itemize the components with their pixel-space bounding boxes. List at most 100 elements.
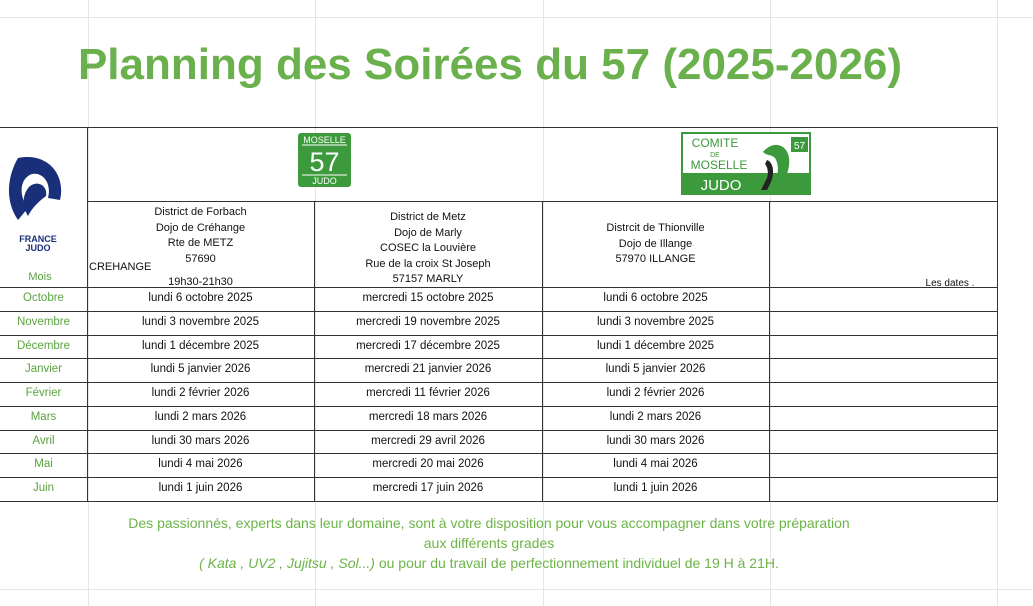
footer-line: Des passionnés, experts dans leur domain… xyxy=(128,515,850,531)
date-cell: mercredi 17 juin 2026 xyxy=(372,482,484,495)
date-cell: lundi 6 octobre 2025 xyxy=(148,292,253,304)
month-cell: Novembre xyxy=(16,315,71,328)
footer-line: ( Kata , UV2 , Jujitsu , Sol...) ou pour… xyxy=(0,555,978,571)
date-cell: mercredi 20 mai 2026 xyxy=(372,458,484,471)
table-border xyxy=(0,430,998,431)
logo-text: FRANCE xyxy=(19,234,57,244)
table-border xyxy=(87,127,88,501)
date-cell: mercredi 17 décembre 2025 xyxy=(356,339,500,352)
table-border xyxy=(0,311,998,312)
date-cell: lundi 30 mars 2026 xyxy=(606,434,705,447)
month-cell: Mars xyxy=(30,410,57,423)
table-border xyxy=(314,201,315,501)
table-border xyxy=(0,127,998,128)
table-border xyxy=(0,382,998,383)
sheet-grid xyxy=(0,17,1033,18)
sheet-grid xyxy=(770,0,771,606)
date-cell: lundi 6 octobre 2025 xyxy=(603,292,708,304)
logo-badge xyxy=(791,137,808,152)
logo-text: 57 xyxy=(309,147,339,177)
date-cell: lundi 1 juin 2026 xyxy=(158,482,243,495)
venue-line: COSEC la Louvière xyxy=(380,242,476,254)
date-cell: lundi 2 février 2026 xyxy=(606,387,705,400)
date-cell: mercredi 21 janvier 2026 xyxy=(364,363,492,376)
logo-bg xyxy=(298,133,351,187)
venue-line: Distrcit de Thionville xyxy=(606,222,705,234)
logo-text: JUDO xyxy=(25,243,50,253)
month-cell: Janvier xyxy=(24,363,63,376)
dates-header: Les dates . xyxy=(925,278,975,289)
venue-line: Dojo de Illange xyxy=(618,237,693,250)
venue-line: 57157 MARLY xyxy=(392,273,464,285)
month-cell: Décembre xyxy=(16,339,71,352)
venue-line: 57690 xyxy=(185,252,216,265)
date-cell: lundi 30 mars 2026 xyxy=(151,434,250,447)
logo-text: COMITE xyxy=(692,136,739,150)
table-border xyxy=(0,335,998,336)
venue-line: Rue de la croix St Joseph xyxy=(365,257,491,270)
month-header: Mois xyxy=(28,271,52,283)
date-cell: mercredi 29 avril 2026 xyxy=(371,434,485,447)
date-cell: mercredi 11 février 2026 xyxy=(366,387,490,400)
logo-figure xyxy=(761,160,774,190)
logo-shape xyxy=(8,157,62,220)
logo-text: JUDO xyxy=(312,176,337,186)
venue-line: Rte de METZ xyxy=(167,237,234,249)
month-cell: Avril xyxy=(32,434,55,447)
date-cell: mercredi 18 mars 2026 xyxy=(368,410,488,423)
date-cell: lundi 1 juin 2026 xyxy=(613,482,698,495)
venue-line: District de Metz xyxy=(390,211,466,223)
venue-line: Dojo de Créhange xyxy=(155,221,246,234)
logo-text: DE xyxy=(710,152,720,159)
sheet-grid xyxy=(315,0,316,606)
sheet-grid xyxy=(0,589,1033,590)
date-cell: lundi 2 février 2026 xyxy=(151,387,250,400)
date-cell: mercredi 15 octobre 2025 xyxy=(362,292,494,304)
logo-text: 57 xyxy=(794,141,806,152)
table-border xyxy=(0,477,998,478)
table-border xyxy=(997,127,998,502)
france-judo-logo: FRANCE JUDO xyxy=(8,157,62,253)
date-cell: lundi 1 décembre 2025 xyxy=(142,339,259,352)
venue-line: District de Forbach xyxy=(154,206,247,218)
table-border xyxy=(0,453,998,454)
date-cell: mercredi 19 novembre 2025 xyxy=(356,315,500,328)
venue-town: CREHANGE xyxy=(89,261,152,273)
date-cell: lundi 1 décembre 2025 xyxy=(597,339,714,352)
table-border xyxy=(542,201,543,501)
logo-shape xyxy=(23,183,47,216)
month-cell: Mai xyxy=(34,458,53,471)
date-cell: lundi 2 mars 2026 xyxy=(609,410,702,423)
comite-logo: COMITE DE MOSELLE JUDO 57 xyxy=(681,132,811,195)
logo-text: MOSELLE xyxy=(303,135,346,145)
title: Planning des Soirées du 57 (2025-2026) xyxy=(77,40,903,89)
date-cell: lundi 4 mai 2026 xyxy=(158,458,243,471)
date-cell: lundi 3 novembre 2025 xyxy=(597,315,714,328)
month-cell: Juin xyxy=(32,482,55,495)
venue-line: 57970 ILLANGE xyxy=(615,253,696,265)
footer-line: aux différents grades xyxy=(423,535,555,551)
date-cell: lundi 4 mai 2026 xyxy=(613,458,698,471)
date-cell: lundi 2 mars 2026 xyxy=(154,410,247,423)
moselle-logo: MOSELLE 57 JUDO xyxy=(298,133,351,187)
footer-italic: ( Kata , UV2 , Jujitsu , Sol...) xyxy=(199,555,375,571)
month-cell: Octobre xyxy=(23,292,64,304)
table-border xyxy=(0,501,998,502)
logo-text: JUDO xyxy=(701,177,742,194)
table-border xyxy=(769,201,770,501)
sheet-grid xyxy=(543,0,544,606)
footer-text: ou pour du travail de perfectionnement i… xyxy=(374,555,779,571)
logo-text: MOSELLE xyxy=(691,158,748,172)
sheet-grid xyxy=(88,0,89,606)
venue-hours: 19h30-21h30 xyxy=(168,276,233,286)
venue-line: Dojo de Marly xyxy=(394,226,462,239)
table-border xyxy=(0,358,998,359)
date-cell: lundi 5 janvier 2026 xyxy=(605,363,706,376)
table-border xyxy=(0,406,998,407)
date-cell: lundi 3 novembre 2025 xyxy=(142,315,259,328)
logo-figure xyxy=(763,144,790,192)
month-cell: Février xyxy=(25,387,62,400)
table-border xyxy=(0,287,998,288)
